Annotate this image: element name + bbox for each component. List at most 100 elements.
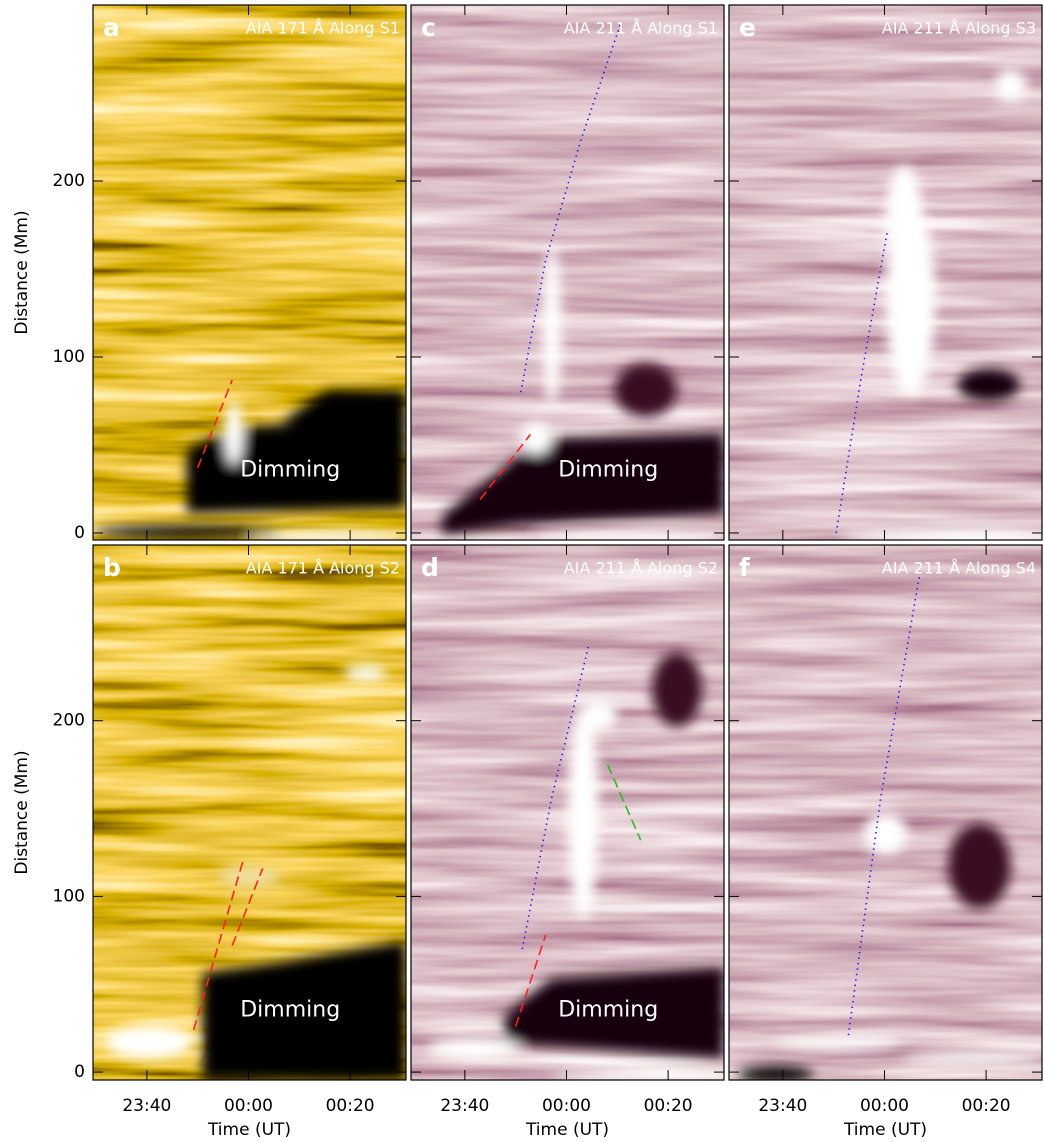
y-tick-label: 100: [53, 347, 85, 367]
features: [838, 69, 1042, 540]
annotation: Dimming: [558, 997, 658, 1022]
feature: [885, 165, 924, 273]
panel: 23:40 00:00 00:20 d AIA 211 Å Along S2 Dimmin…: [410, 544, 725, 1140]
panel-title: AIA 211 Å Along S4: [882, 559, 1036, 578]
x-tick-label: 00:20: [962, 1096, 1011, 1116]
panel: c AIA 211 Å Along S1 Dimming: [410, 4, 725, 541]
feature: [202, 940, 406, 1080]
x-tick-label: 00:00: [860, 1096, 909, 1116]
frame: [92, 544, 407, 1081]
features: [105, 665, 406, 1080]
feature: [542, 245, 562, 407]
x-axis-label: Time (UT): [843, 1120, 927, 1140]
feature: [567, 705, 599, 920]
feature: [249, 530, 406, 540]
frame: [410, 544, 725, 1081]
panel-label: c: [421, 13, 436, 42]
features: [426, 652, 724, 1080]
panel-title: AIA 211 Å Along S2: [564, 559, 718, 578]
feature: [957, 368, 1021, 401]
image: [411, 545, 724, 1080]
feature: [614, 363, 678, 417]
x-tick-label: 23:40: [122, 1096, 171, 1116]
panel-label: b: [103, 553, 121, 582]
fit-line: [519, 24, 622, 393]
x-tick-label: 23:40: [440, 1096, 489, 1116]
features: [93, 390, 406, 540]
y-tick-label: 100: [53, 886, 85, 906]
image: [729, 545, 1042, 1080]
fit-line: [514, 934, 547, 1027]
image: [729, 5, 1042, 540]
panel-title: AIA 171 Å Along S2: [246, 559, 400, 578]
panel: 23:40 00:00 00:20 f AIA 211 Å Along S4 Time (…: [728, 544, 1043, 1140]
frame: [92, 4, 407, 541]
panel: 0 100 200 a AIA 171 Å Along S1 Dimming Distanc…: [12, 4, 407, 543]
fit-line: [847, 569, 922, 1036]
image: [411, 5, 724, 540]
feature: [838, 526, 1042, 540]
frame: [728, 544, 1043, 1081]
features: [738, 812, 1042, 1080]
y-tick-label: 200: [53, 171, 85, 191]
x-tick-label: 00:00: [542, 1096, 591, 1116]
feature: [775, 1036, 902, 1049]
feature: [105, 1026, 194, 1059]
annotation: Dimming: [558, 457, 658, 482]
background: [729, 545, 1042, 1080]
x-axis-label: Time (UT): [207, 1120, 291, 1140]
feature: [280, 390, 406, 433]
feature: [343, 665, 388, 682]
fit-line: [835, 230, 889, 534]
x-tick-label: 00:20: [326, 1096, 375, 1116]
fit-line: [606, 764, 642, 841]
panel-title: AIA 211 Å Along S1: [564, 19, 718, 38]
panel-title: AIA 171 Å Along S1: [246, 19, 400, 38]
feature: [218, 866, 281, 888]
feature: [504, 967, 724, 1059]
panel: 0 100 200 23:40 00:00 00:20 b AIA 171 Å Along S…: [12, 544, 407, 1140]
x-axis-label: Time (UT): [525, 1120, 609, 1140]
x-tick-label: 00:00: [224, 1096, 273, 1116]
feature: [995, 69, 1027, 102]
panel-label: a: [103, 13, 120, 42]
feature: [652, 652, 703, 727]
feature: [863, 812, 908, 856]
background: [729, 5, 1042, 540]
annotation: Dimming: [240, 997, 340, 1022]
frame: [410, 4, 725, 541]
x-tick-label: 00:20: [644, 1096, 693, 1116]
feature: [442, 433, 724, 535]
annotation: Dimming: [240, 457, 340, 482]
feature: [948, 823, 1011, 909]
feature: [901, 1052, 1042, 1066]
y-tick-label: 0: [74, 523, 85, 543]
panel-label: d: [421, 553, 439, 582]
panel: e AIA 211 Å Along S3: [728, 4, 1043, 541]
feature: [520, 422, 552, 455]
feature: [93, 525, 281, 539]
feature: [224, 400, 244, 466]
image: [93, 5, 406, 540]
panel-label: f: [739, 553, 751, 582]
image: [93, 545, 406, 1080]
features: [442, 245, 724, 540]
fit-line: [521, 646, 590, 950]
feature: [551, 1070, 724, 1080]
fit-line: [196, 379, 233, 469]
y-tick-label: 200: [53, 711, 85, 731]
y-axis-label: Distance (Mm): [12, 210, 32, 334]
frame: [728, 4, 1043, 541]
feature: [426, 1037, 521, 1059]
x-tick-label: 23:40: [758, 1096, 807, 1116]
panel-label: e: [739, 13, 756, 42]
y-tick-label: 0: [74, 1062, 85, 1082]
fit-line: [231, 867, 264, 946]
fit-line: [479, 433, 532, 501]
feature: [738, 1066, 814, 1080]
panel-title: AIA 211 Å Along S3: [882, 19, 1036, 38]
feature: [580, 700, 618, 733]
feature: [536, 530, 724, 540]
y-axis-label: Distance (Mm): [12, 750, 32, 874]
